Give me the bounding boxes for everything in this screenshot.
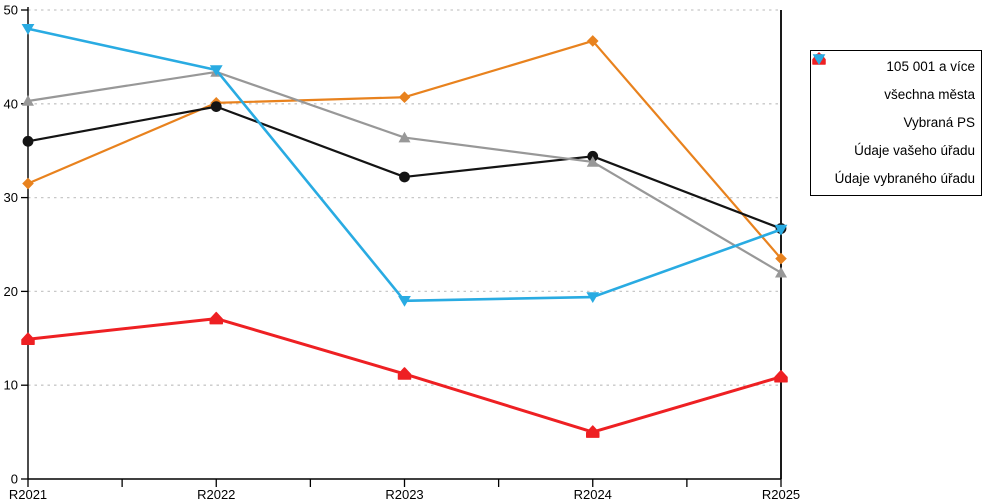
legend: 105 001 a více všechna města Vybraná PS Úda… <box>810 50 982 196</box>
series-line <box>26 39 783 260</box>
y-tick-label: 20 <box>4 284 18 299</box>
legend-item-udaje-vybraneho-uradu: Údaje vybraného úřadu <box>811 54 981 193</box>
legend-label: Údaje vašeho úřadu <box>854 143 975 159</box>
axes <box>27 7 782 480</box>
x-tick-label: R2025 <box>762 487 800 500</box>
pentagon-marker-icon <box>586 425 600 438</box>
triangle-up-marker-icon <box>586 156 599 167</box>
pentagon-marker-icon <box>209 311 223 325</box>
x-tick-label: R2023 <box>385 487 423 500</box>
legend-label: Vybraná PS <box>903 115 975 131</box>
pentagon-marker-icon <box>21 332 35 345</box>
triangle-down-marker-icon <box>586 292 600 304</box>
legend-label: 105 001 a více <box>886 59 975 75</box>
legend-item-vybrana-ps: Vybraná PS <box>811 53 981 137</box>
series-line <box>26 27 783 303</box>
x-tick-label: R2021 <box>9 487 47 500</box>
circle-marker-icon <box>22 135 34 147</box>
y-tick-label: 0 <box>11 472 18 487</box>
x-tick-label: R2024 <box>574 487 612 500</box>
pentagon-marker-icon <box>774 370 788 383</box>
series-udaje-vaseho-uradu <box>21 311 788 438</box>
legend-label: všechna města <box>884 87 975 103</box>
gridlines <box>28 9 781 386</box>
diamond-marker-icon <box>22 177 34 190</box>
triangle-down-marker-icon <box>209 65 223 77</box>
series-udaje-vybraneho-uradu <box>21 23 788 307</box>
legend-item-105-001-a-vice: 105 001 a více <box>811 53 981 81</box>
series-vsechna-mesta <box>22 101 787 234</box>
diamond-marker-icon <box>775 252 787 265</box>
triangle-down-marker-icon <box>21 23 35 35</box>
diamond-marker-icon <box>398 91 411 104</box>
triangle-up-marker-icon <box>398 131 411 143</box>
y-tick-labels: 0 10 20 30 40 50 <box>4 3 28 487</box>
circle-marker-icon <box>210 101 222 113</box>
y-tick-label: 30 <box>4 190 18 205</box>
diamond-marker-icon <box>586 35 599 47</box>
x-tick-label: R2022 <box>197 487 235 500</box>
circle-marker-icon <box>399 171 410 183</box>
series-line <box>26 105 783 230</box>
y-tick-label: 10 <box>4 378 18 393</box>
triangle-down-marker-icon <box>774 224 788 236</box>
legend-label: Údaje vybraného úřadu <box>834 171 975 187</box>
triangle-up-marker-icon <box>775 266 787 278</box>
legend-item-udaje-vaseho-uradu: Údaje vašeho úřadu <box>811 52 981 165</box>
series-105-001-a-vice <box>22 35 787 265</box>
pentagon-marker-icon <box>397 367 412 380</box>
y-tick-label: 40 <box>4 96 18 111</box>
x-tick-labels: R2021 R2022 R2023 R2024 R2025 <box>9 479 800 500</box>
triangle-down-marker-icon <box>398 295 411 307</box>
triangle-down-marker-icon <box>812 54 826 65</box>
legend-item-vsechna-mesta: všechna města <box>811 53 981 109</box>
triangle-up-marker-icon <box>22 95 34 106</box>
y-tick-label: 50 <box>4 3 18 18</box>
